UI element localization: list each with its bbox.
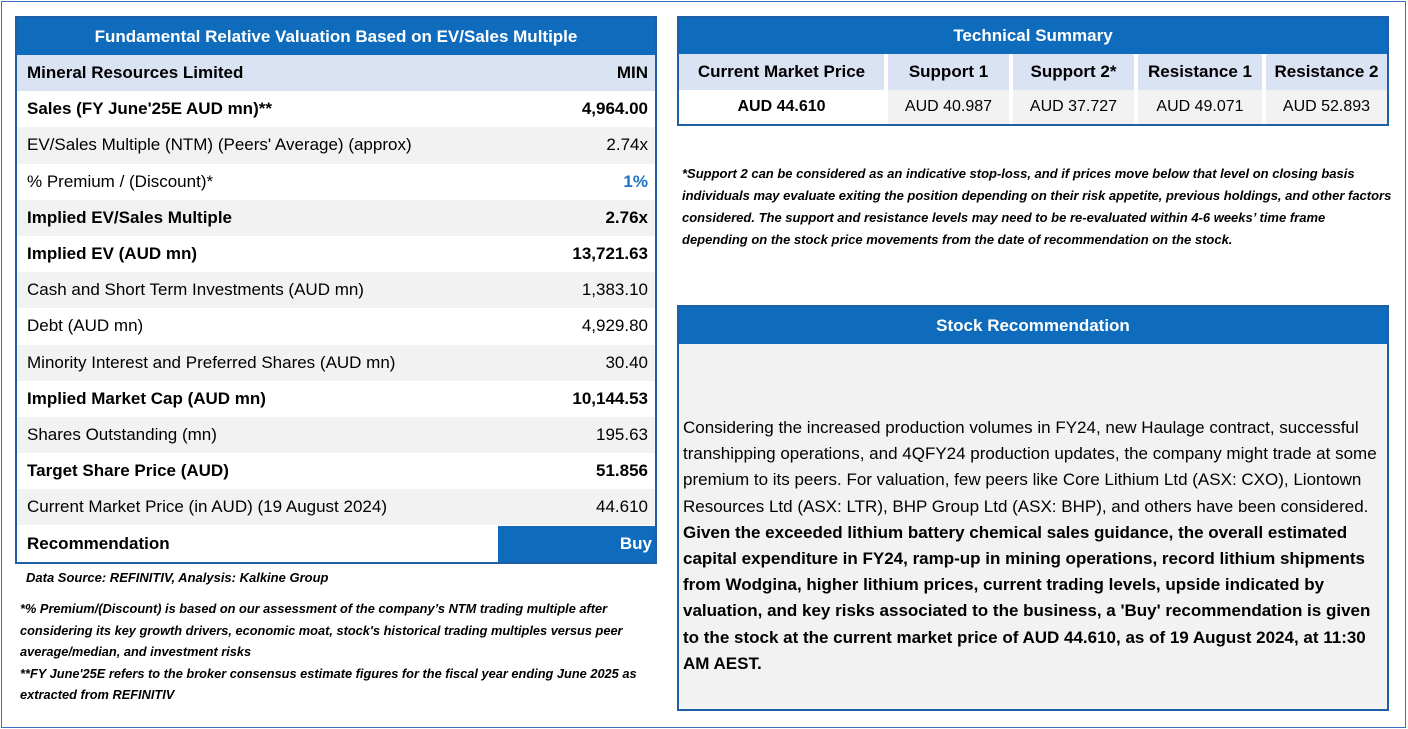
recommendation-text-plain: Considering the increased production vol… [683,418,1377,516]
tech-value: AUD 44.610 [679,90,884,124]
tech-header: Current Market Price [679,54,884,90]
tech-header: Support 1 [888,54,1009,90]
table-row: Target Share Price (AUD) 51.856 [17,453,655,489]
tech-column: Resistance 1 AUD 49.071 [1138,54,1262,124]
table-row: EV/Sales Multiple (NTM) (Peers' Average)… [17,127,655,164]
left-footnotes: Data Source: REFINITIV, Analysis: Kalkin… [20,570,660,706]
valuation-table: Fundamental Relative Valuation Based on … [15,16,657,564]
row-label: Recommendation [27,533,170,553]
row-label: Minority Interest and Preferred Shares (… [27,352,396,372]
table-row: Sales (FY June'25E AUD mn)** 4,964.00 [17,91,655,127]
row-label: Shares Outstanding (mn) [27,424,217,444]
technical-title: Technical Summary [679,18,1387,54]
table-row: Minority Interest and Preferred Shares (… [17,344,655,381]
recommendation-row: Recommendation Buy [17,525,655,562]
table-row: Implied Market Cap (AUD mn) 10,144.53 [17,381,655,417]
support-footnote: *Support 2 can be considered as an indic… [682,166,1392,247]
tech-column: Support 2* AUD 37.727 [1013,54,1134,124]
row-label: Implied EV (AUD mn) [27,244,198,264]
row-label: % Premium / (Discount)* [27,171,214,191]
company-name: Mineral Resources Limited [27,63,244,83]
row-label: EV/Sales Multiple (NTM) (Peers' Average)… [27,135,412,155]
row-value: 51.856 [596,461,648,481]
row-label: Implied EV/Sales Multiple [27,207,232,227]
recommendation-text-bold: Given the exceeded lithium battery chemi… [683,522,1371,673]
tech-header: Resistance 1 [1138,54,1262,90]
row-value: 4,929.80 [581,316,648,336]
table-row: % Premium / (Discount)* 1% [17,164,655,200]
tech-column: Support 1 AUD 40.987 [888,54,1009,124]
row-value: 13,721.63 [572,244,648,264]
row-label: Target Share Price (AUD) [27,461,229,481]
row-value: 30.40 [605,352,648,372]
row-label: Cash and Short Term Investments (AUD mn) [27,280,364,300]
tech-value: AUD 37.727 [1013,90,1134,124]
technical-grid: Current Market Price AUD 44.610 Support … [679,54,1387,124]
table-row: Cash and Short Term Investments (AUD mn)… [17,272,655,309]
premium-footnote: *% Premium/(Discount) is based on our as… [20,601,623,659]
row-label: Implied Market Cap (AUD mn) [27,388,266,408]
tech-column: Current Market Price AUD 44.610 [679,54,884,124]
row-value: 44.610 [596,497,648,517]
ticker: MIN [616,63,648,83]
data-source-note: Data Source: REFINITIV, Analysis: Kalkin… [26,570,329,585]
table-row: Shares Outstanding (mn) 195.63 [17,416,655,454]
tech-value: AUD 49.071 [1138,90,1262,124]
stock-recommendation-title: Stock Recommendation [679,307,1387,344]
row-value: 2.74x [606,135,648,155]
recommendation-badge: Buy [498,525,655,562]
tech-value: AUD 52.893 [1266,90,1387,124]
row-value: 1,383.10 [581,280,648,300]
row-value: 10,144.53 [572,388,648,408]
tech-column: Resistance 2 AUD 52.893 [1266,54,1387,124]
row-value: 4,964.00 [581,99,648,119]
tech-header: Support 2* [1013,54,1134,90]
row-label: Sales (FY June'25E AUD mn)** [27,99,272,119]
stock-recommendation: Stock Recommendation Considering the inc… [677,305,1389,711]
table-row: Implied EV/Sales Multiple 2.76x [17,199,655,236]
table-row: Debt (AUD mn) 4,929.80 [17,308,655,344]
row-value: 2.76x [605,207,648,227]
row-label: Current Market Price (in AUD) (19 August… [27,497,387,517]
table-row: Implied EV (AUD mn) 13,721.63 [17,236,655,272]
premium-value: 1% [623,171,648,191]
tech-value: AUD 40.987 [888,90,1009,124]
recommendation-text: Considering the increased production vol… [683,415,1383,677]
tech-header: Resistance 2 [1266,54,1387,90]
valuation-title: Fundamental Relative Valuation Based on … [17,18,655,55]
row-value: 195.63 [596,424,648,444]
technical-summary: Technical Summary Current Market Price A… [677,16,1389,126]
company-row: Mineral Resources Limited MIN [17,55,655,92]
row-label: Debt (AUD mn) [27,316,144,336]
table-row: Current Market Price (in AUD) (19 August… [17,489,655,526]
fy-footnote: **FY June'25E refers to the broker conse… [20,665,637,703]
